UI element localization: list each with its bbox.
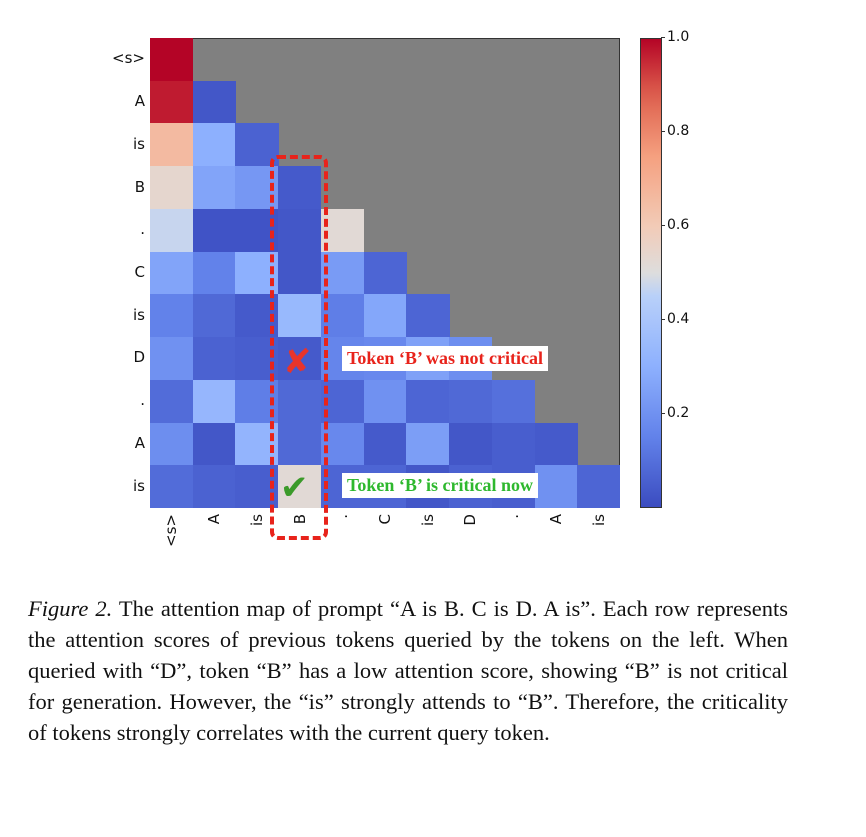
heatmap-cell	[150, 166, 194, 210]
critical-annotation: Token ‘B’ is critical now	[342, 473, 539, 498]
heatmap-cell	[363, 251, 407, 295]
cross-icon: ✘	[283, 342, 312, 382]
colorbar	[640, 38, 662, 508]
highlight-column-box	[270, 155, 328, 540]
heatmap-cell	[150, 337, 194, 381]
x-tick-label: A	[205, 514, 224, 525]
heatmap-cell	[406, 294, 450, 338]
colorbar-tick-label: 1.0	[660, 29, 690, 45]
heatmap-cell	[150, 379, 194, 424]
heatmap-cell	[192, 80, 236, 124]
heatmap-cell	[449, 379, 493, 424]
heatmap-cell	[150, 208, 194, 253]
colorbar-tick-label: 0.2	[660, 405, 690, 421]
heatmap-cell	[192, 166, 236, 210]
heatmap-cell	[278, 294, 322, 338]
heatmap-cell	[278, 379, 322, 424]
heatmap-cell	[192, 465, 236, 509]
x-tick-label: <s>	[162, 514, 181, 547]
x-tick-label: is	[247, 514, 266, 526]
heatmap-cell	[192, 379, 236, 424]
colorbar-tick-label: 0.8	[660, 123, 690, 139]
y-tick-label: A	[134, 92, 145, 111]
not-critical-annotation: Token ‘B’ was not critical	[342, 346, 548, 371]
x-tick-label: D	[461, 514, 480, 526]
heatmap-cell	[534, 422, 578, 466]
heatmap-cell	[320, 379, 365, 424]
heatmap-cell	[150, 251, 194, 295]
figure-caption: Figure 2. The attention map of prompt “A…	[28, 593, 788, 748]
colorbar-tick-label: 0.6	[660, 217, 690, 233]
colorbar-tick-label: 0.4	[660, 311, 690, 327]
heatmap-cell	[278, 337, 322, 381]
caption-label: Figure 2.	[28, 596, 113, 621]
heatmap-cell	[278, 422, 322, 466]
heatmap-cell	[150, 465, 194, 509]
heatmap-cell	[363, 379, 407, 424]
heatmap-cell	[320, 251, 365, 295]
heatmap-cell	[192, 208, 236, 253]
y-tick-label: C	[134, 263, 145, 281]
x-tick-label: A	[546, 514, 565, 525]
heatmap-cell	[320, 422, 365, 466]
heatmap-cell	[192, 337, 236, 381]
heatmap-cell	[150, 38, 194, 82]
heatmap-cell	[491, 379, 536, 424]
heatmap-cell	[320, 208, 365, 253]
x-tick-label: is	[418, 514, 437, 526]
x-tick-label: .	[504, 514, 523, 519]
heatmap-cell	[150, 80, 194, 124]
heatmap-cell	[406, 422, 450, 466]
x-tick-label: .	[333, 514, 352, 519]
heatmap-cell	[534, 465, 578, 509]
heatmap-cell	[278, 465, 322, 509]
heatmap-cell	[192, 251, 236, 295]
heatmap-cell	[320, 294, 365, 338]
y-tick-label: is	[133, 134, 145, 153]
heatmap-cell	[491, 422, 536, 466]
heatmap-cell	[278, 251, 322, 295]
x-tick-label: is	[589, 514, 608, 526]
heatmap-cell	[150, 123, 194, 167]
y-tick-label: is	[133, 305, 145, 324]
heatmap-cell	[363, 294, 407, 338]
heatmap-cell	[192, 123, 236, 167]
heatmap-cell	[192, 422, 236, 466]
heatmap-cell	[449, 422, 493, 466]
y-tick-label: is	[133, 476, 145, 495]
heatmap-cell	[278, 166, 322, 210]
heatmap-cell	[278, 208, 322, 253]
checkmark-icon: ✔	[280, 468, 309, 508]
caption-text: The attention map of prompt “A is B. C i…	[28, 596, 789, 745]
y-tick-label: .	[140, 391, 145, 410]
heatmap-cell	[150, 422, 194, 466]
heatmap-cell	[192, 294, 236, 338]
heatmap-cell	[363, 422, 407, 466]
x-tick-label: C	[376, 514, 394, 525]
heatmap-cell	[577, 465, 621, 509]
heatmap-cell	[150, 294, 194, 338]
y-tick-label: D	[133, 348, 145, 367]
attention-heatmap	[150, 38, 621, 509]
y-tick-label: B	[134, 177, 145, 196]
y-tick-label: A	[134, 433, 145, 452]
y-tick-label: <s>	[112, 49, 145, 68]
y-tick-label: .	[140, 220, 145, 239]
heatmap-cell	[406, 379, 450, 424]
